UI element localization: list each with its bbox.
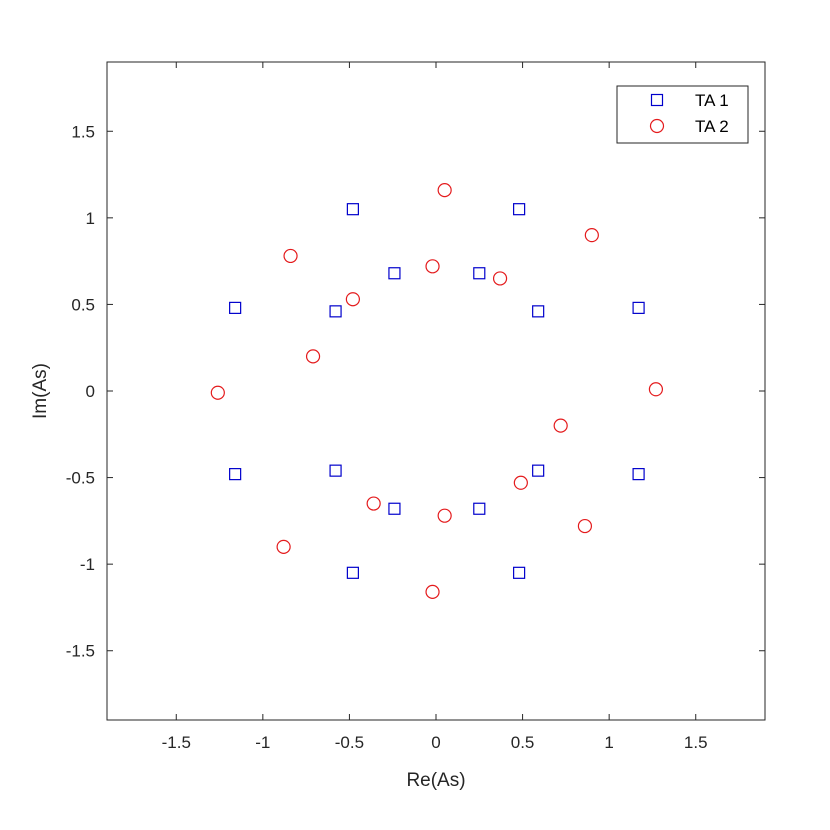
x-tick-label: -1.5 bbox=[162, 733, 191, 752]
data-points bbox=[210, 183, 664, 599]
point-series-1 bbox=[473, 502, 486, 515]
legend-marker-1 bbox=[650, 93, 664, 107]
point-series-2 bbox=[513, 475, 528, 490]
point-series-2 bbox=[553, 418, 568, 433]
point-series-1 bbox=[473, 267, 486, 280]
y-tick-label: 0.5 bbox=[71, 295, 95, 314]
legend-label-1: TA 1 bbox=[695, 91, 729, 110]
point-series-2 bbox=[437, 508, 452, 523]
point-series-1 bbox=[532, 305, 545, 318]
point-series-2 bbox=[305, 349, 321, 364]
y-tick-label: 1 bbox=[86, 209, 95, 228]
point-series-1 bbox=[532, 464, 545, 477]
point-series-2 bbox=[210, 385, 225, 400]
point-series-2 bbox=[283, 248, 298, 264]
point-series-1 bbox=[229, 301, 242, 314]
x-axis-ticks: -1.5 -1 -0.5 0 0.5 1 1.5 bbox=[162, 62, 708, 752]
point-series-1 bbox=[513, 566, 526, 579]
point-series-1 bbox=[632, 301, 645, 314]
series-2 bbox=[210, 183, 664, 599]
legend-box bbox=[616, 85, 749, 144]
point-series-2 bbox=[345, 292, 360, 307]
point-series-1 bbox=[388, 267, 401, 280]
legend-marker-2 bbox=[649, 118, 665, 134]
point-series-1 bbox=[632, 468, 645, 481]
y-axis-ticks: -1.5 -1 -0.5 0 0.5 1 1.5 bbox=[66, 122, 765, 661]
x-tick-label: -0.5 bbox=[335, 733, 364, 752]
series-1 bbox=[229, 203, 645, 579]
point-series-2 bbox=[492, 271, 508, 286]
point-series-1 bbox=[329, 464, 342, 477]
point-series-1 bbox=[388, 502, 401, 515]
y-axis-label: Im(As) bbox=[30, 363, 51, 419]
point-series-2 bbox=[425, 584, 440, 599]
point-series-2 bbox=[584, 228, 599, 243]
legend: TA 1 TA 2 bbox=[616, 85, 749, 144]
point-series-2 bbox=[437, 183, 452, 198]
point-series-1 bbox=[346, 203, 359, 216]
x-tick-label: 1.5 bbox=[684, 733, 708, 752]
y-tick-label: 0 bbox=[86, 382, 95, 401]
x-tick-label: 0 bbox=[431, 733, 440, 752]
point-series-1 bbox=[229, 468, 242, 481]
legend-label-2: TA 2 bbox=[695, 117, 729, 136]
x-tick-label: -1 bbox=[255, 733, 270, 752]
x-tick-label: 0.5 bbox=[511, 733, 535, 752]
y-tick-label: -0.5 bbox=[66, 469, 95, 488]
point-series-2 bbox=[577, 518, 593, 534]
y-tick-label: -1 bbox=[80, 555, 95, 574]
point-series-2 bbox=[425, 259, 440, 274]
y-tick-label: 1.5 bbox=[71, 122, 95, 141]
y-tick-label: -1.5 bbox=[66, 642, 95, 661]
point-series-1 bbox=[513, 203, 526, 216]
point-series-2 bbox=[366, 496, 381, 511]
x-tick-label: 1 bbox=[604, 733, 613, 752]
point-series-2 bbox=[276, 539, 291, 554]
x-axis-label: Re(As) bbox=[406, 770, 465, 791]
point-series-2 bbox=[648, 382, 664, 397]
point-series-1 bbox=[346, 566, 359, 579]
point-series-1 bbox=[329, 305, 342, 318]
